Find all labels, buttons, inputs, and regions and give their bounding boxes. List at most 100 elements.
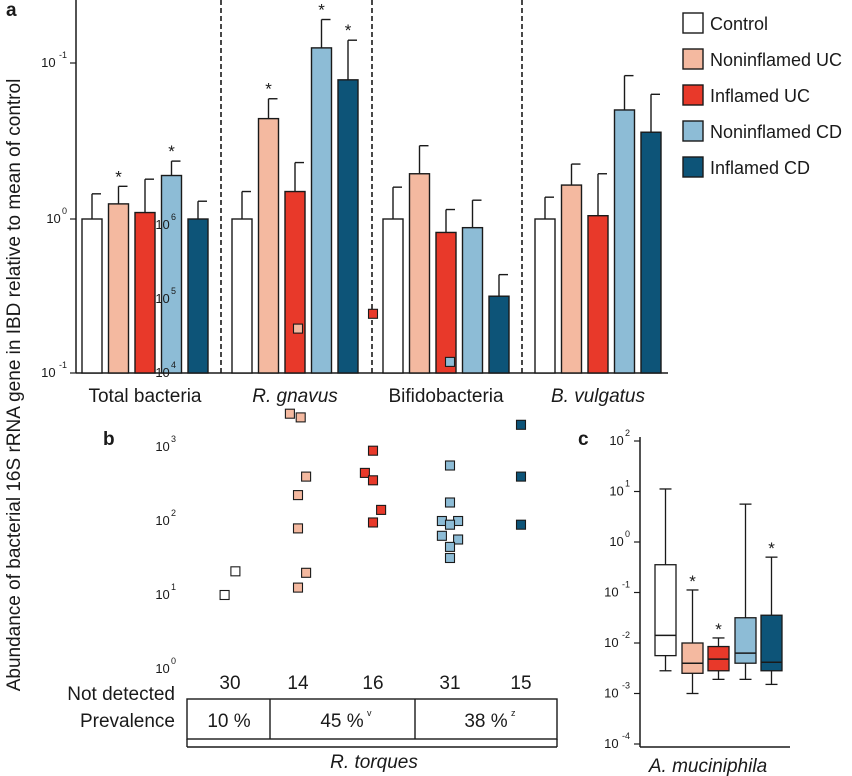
scatter-point [453,534,464,545]
panel-a-group-label: R. gnavus [252,386,338,407]
panel-b-ytick-label: 610 [155,212,176,232]
panel-c-x-label: A. muciniphila [648,756,767,776]
legend-swatch [682,84,704,106]
panel-a-ytick-label-exp: -1 [59,50,67,60]
scatter-point [301,471,312,482]
scatter-point [515,419,527,430]
panel-a-ytick-label: 010 [46,206,67,226]
bar-inflamed-uc [587,214,609,374]
panel-c-ytick-label-exp: -1 [622,580,630,590]
panel-a-ytick-label: -1 10 [41,360,67,380]
significance-star: * [265,80,272,99]
panel-b-ytick-label-base: 10 [155,365,169,380]
bar-inflamed-uc [435,231,457,374]
legend-swatch [682,156,704,178]
scatter-point [444,356,456,367]
panel-a-ytick-label-base: 10 [41,365,55,380]
panel-c-ytick-label-base: 10 [609,484,623,499]
panel-c-ytick-label-base: 10 [609,534,623,549]
not-detected-count: 14 [287,673,309,694]
significance-star: * [115,167,122,186]
scatter-point [515,471,527,482]
scatter-point [367,445,379,456]
bar-noninflamed-cd [613,109,636,374]
panel-a-group-label: Total bacteria [88,386,201,407]
panel-c-ytick-label: -1 10 [604,580,630,600]
panel-c-ytick-label: 010 [609,529,630,549]
bar-noninflamed-cd [461,226,484,374]
panel-c-ytick-label: 110 [609,479,630,499]
significance-star: * [768,539,775,558]
scatter-point [292,582,304,593]
panel-b-ytick-label-base: 10 [155,587,169,602]
bar-noninflamed-uc [408,173,431,374]
scatter-point [367,517,379,528]
panel-b-ytick-label: 110 [155,582,176,602]
legend-swatch [682,120,704,142]
significance-star: * [715,620,722,639]
significance-star: * [345,21,352,40]
legend: Control Noninflamed UC Inflamed UC Noninfla… [682,12,842,178]
bar-inflamed-cd [640,131,662,374]
not-detected-count: 15 [510,673,531,694]
scatter-point [301,567,312,578]
legend-label: Inflamed CD [710,158,810,178]
legend-swatch [682,12,704,34]
panel-b-x-label: R. torques [330,752,418,773]
bar-control [534,218,556,374]
significance-star: * [318,1,325,20]
scatter-point [444,460,456,471]
scatter-point [292,523,304,534]
scatter-point [444,541,456,552]
scatter-point [359,467,370,478]
bar-noninflamed-uc [107,203,130,374]
panel-c-ytick-label-base: 10 [609,433,623,448]
panel-a-ytick-label-base: 10 [46,211,60,226]
y-axis-title: Abundance of bacterial 16S rRNA gene in … [4,79,25,692]
panel-c-ytick-label-base: 10 [604,686,618,701]
panel-label-b: b [103,429,115,450]
panel-b-ytick-label: 310 [155,434,176,454]
significance-star: * [689,572,696,591]
box-noninflamed-cd [734,617,757,664]
panel-c-ytick-label-exp: 2 [625,428,630,438]
prevalence-label: Prevalence [80,711,175,732]
prevalence-table [186,698,558,740]
panel-b-ytick-label-base: 10 [155,513,169,528]
panel-b-ytick-label: 510 [155,286,176,306]
significance-star: * [168,142,175,161]
scatter-point [219,589,230,601]
panel-b-ytick-label: 410 [155,360,176,380]
not-detected-count: 30 [219,673,240,694]
bar-inflamed-uc [134,211,156,374]
scatter-point [367,308,379,319]
panel-c-ytick-label-exp: -3 [622,681,630,691]
panel-b-ytick-label-exp: 1 [171,582,176,592]
box-noninflamed-uc [681,642,704,674]
panel-c-ytick-label-base: 10 [604,736,618,751]
bar-noninflamed-cd [310,47,333,374]
panel-c-ytick-label-exp: -2 [622,630,630,640]
panel-label-c: c [578,429,589,450]
bar-inflamed-uc [284,190,306,374]
bar-inflamed-cd [187,218,209,374]
panel-a-ytick-label: -1 10 [41,50,67,70]
scatter-point [284,408,295,419]
panel-b-ytick-label-base: 10 [155,291,169,306]
scatter-point [292,490,304,501]
bar-noninflamed-uc [257,117,280,374]
panel-c-ytick-label-base: 10 [604,635,618,650]
bar-inflamed-cd [337,79,359,374]
panel-a-ytick-label-exp: 0 [62,206,67,216]
panel-c-ytick-label-exp: 1 [625,479,630,489]
panel-b-ytick-label: 210 [155,508,176,528]
scatter-point [515,519,527,530]
panel-a-ytick-label-base: 10 [41,55,55,70]
legend-label: Noninflamed UC [710,50,842,70]
legend-swatch [682,48,704,70]
scatter-point [230,566,241,577]
panel-label-a: a [6,0,17,21]
panel-b-ytick-label: 010 [155,656,176,676]
